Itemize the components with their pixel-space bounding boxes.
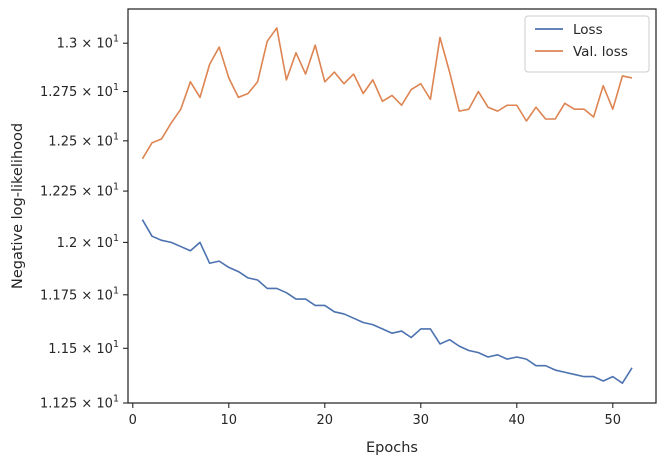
x-tick-label: 10 bbox=[221, 413, 238, 428]
x-tick-label: 30 bbox=[413, 413, 430, 428]
y-tick-label: 1.25 × 101 bbox=[48, 131, 119, 149]
legend-box bbox=[524, 15, 650, 73]
series-line-loss bbox=[141, 219, 633, 384]
x-tick-label: 40 bbox=[509, 413, 526, 428]
legend-label-val-loss: Val. loss bbox=[573, 44, 628, 60]
y-tick-label: 1.225 × 101 bbox=[40, 182, 119, 200]
y-tick-label: 1.2 × 101 bbox=[57, 233, 119, 251]
y-tick-label: 1.15 × 101 bbox=[48, 339, 119, 357]
x-tick-label: 20 bbox=[317, 413, 334, 428]
series-line-val-loss bbox=[141, 27, 633, 160]
y-tick-label: 1.275 × 101 bbox=[40, 82, 119, 100]
y-tick-label: 1.175 × 101 bbox=[40, 285, 119, 303]
plot-frame bbox=[127, 8, 657, 404]
legend: Loss Val. loss bbox=[524, 15, 650, 73]
x-axis-label: Epochs bbox=[366, 440, 418, 456]
y-tick-label: 1.3 × 101 bbox=[57, 34, 119, 52]
series-layer bbox=[141, 27, 633, 384]
x-axis-ticks: 0 10 20 30 40 50 bbox=[129, 403, 621, 428]
y-axis-ticks: 1.125 × 101 1.15 × 101 1.175 × 101 1.2 × 10… bbox=[40, 34, 128, 412]
y-axis-label: Negative log-likelihood bbox=[10, 123, 26, 289]
x-tick-label: 50 bbox=[605, 413, 622, 428]
x-tick-label: 0 bbox=[129, 413, 137, 428]
legend-label-loss: Loss bbox=[573, 22, 603, 38]
y-tick-label: 1.125 × 101 bbox=[40, 394, 119, 412]
